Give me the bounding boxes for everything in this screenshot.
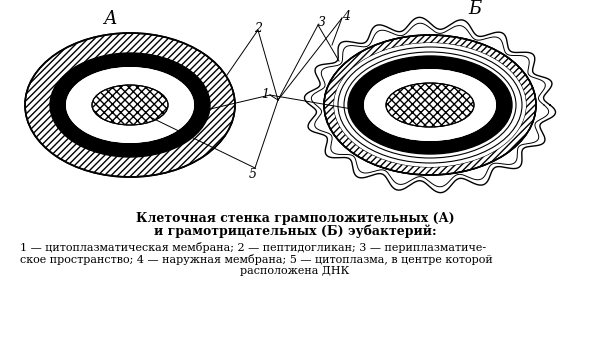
Ellipse shape xyxy=(92,85,168,125)
Ellipse shape xyxy=(364,69,496,141)
Ellipse shape xyxy=(334,43,526,167)
Ellipse shape xyxy=(348,56,512,154)
Text: 4: 4 xyxy=(342,10,350,22)
Text: А: А xyxy=(103,10,117,28)
Ellipse shape xyxy=(66,67,194,143)
Ellipse shape xyxy=(25,33,235,177)
Text: ское пространство; 4 — наружная мембрана; 5 — цитоплазма, в центре которой: ское пространство; 4 — наружная мембрана… xyxy=(20,254,493,265)
Ellipse shape xyxy=(364,69,496,141)
Ellipse shape xyxy=(66,67,194,143)
Ellipse shape xyxy=(334,43,526,167)
Polygon shape xyxy=(304,17,556,193)
Ellipse shape xyxy=(386,83,474,127)
Text: расположена ДНК: расположена ДНК xyxy=(240,266,350,276)
Text: 1 — цитоплазматическая мембрана; 2 — пептидогликан; 3 — периплазматиче-: 1 — цитоплазматическая мембрана; 2 — пеп… xyxy=(20,242,486,253)
Text: и грамотрицательных (Б) эубактерий:: и грамотрицательных (Б) эубактерий: xyxy=(153,225,437,238)
Text: Б: Б xyxy=(468,0,481,18)
Text: 1: 1 xyxy=(261,89,269,101)
Text: Клеточная стенка грамположительных (А): Клеточная стенка грамположительных (А) xyxy=(136,212,454,225)
Text: 3: 3 xyxy=(318,16,326,30)
Text: 5: 5 xyxy=(249,167,257,181)
Ellipse shape xyxy=(50,53,210,157)
Text: 2: 2 xyxy=(254,21,262,35)
Ellipse shape xyxy=(50,53,210,157)
Ellipse shape xyxy=(324,35,536,175)
